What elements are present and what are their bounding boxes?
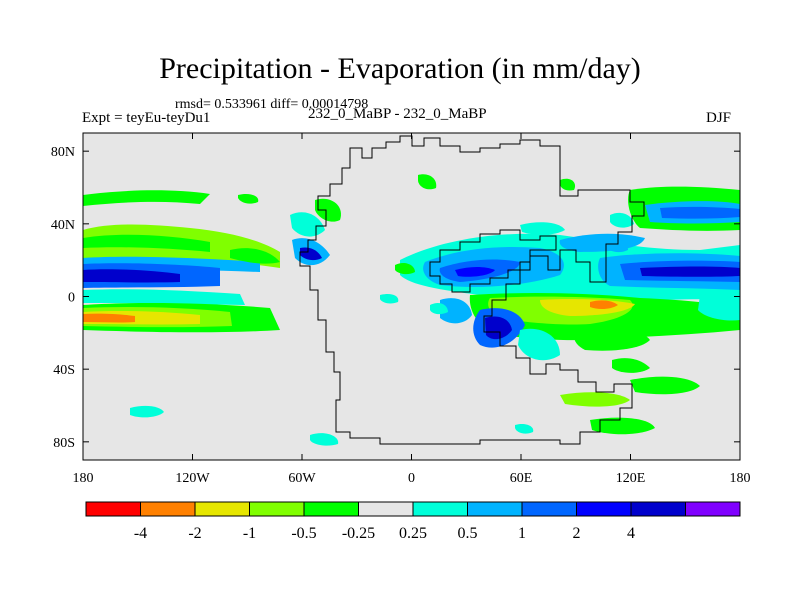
- colorbar-swatch: [194, 501, 250, 517]
- y-tick-label: 0: [68, 291, 75, 306]
- rmsd-diff-stats: rmsd= 0.533961 diff= 0.00014798: [175, 97, 369, 112]
- x-tick-label: 180: [730, 471, 751, 486]
- colorbar-swatch: [576, 501, 632, 517]
- colorbar-label: 1: [518, 525, 526, 542]
- colorbar-label: 0.5: [458, 525, 478, 542]
- colorbar-label: 4: [627, 525, 635, 542]
- y-tick-label: 40N: [51, 218, 75, 233]
- colorbar-swatch: [358, 501, 414, 517]
- colorbar-label: -1: [243, 525, 256, 542]
- colorbar-swatch: [140, 501, 196, 517]
- colorbar-label: -0.5: [291, 525, 316, 542]
- x-tick-label: 120W: [175, 471, 210, 486]
- colorbar-label: -0.25: [342, 525, 375, 542]
- y-tick-label: 40S: [53, 363, 75, 378]
- x-tick-label: 0: [408, 471, 415, 486]
- x-tick-label: 120E: [616, 471, 646, 486]
- colorbar-swatch: [685, 501, 741, 517]
- colorbar-label: 0.25: [399, 525, 427, 542]
- pe-field-contours: [83, 174, 740, 446]
- colorbar-swatch: [412, 501, 468, 517]
- x-tick-label: 180: [73, 471, 94, 486]
- tethys-outline: [429, 229, 557, 293]
- colorbar-label: -4: [134, 525, 147, 542]
- longitude-axis: 180 120W 60W 0 60E 120E 180: [73, 133, 751, 486]
- season-label: DJF: [706, 110, 732, 126]
- map-plot-area: [83, 133, 740, 460]
- y-tick-label: 80S: [53, 436, 75, 451]
- colorbar-swatch: [249, 501, 305, 517]
- land-outline: [299, 135, 645, 445]
- experiment-label: Expt = teyEu-teyDu1: [82, 110, 211, 126]
- colorbar-swatch: [303, 501, 359, 517]
- colorbar-swatch: [521, 501, 577, 517]
- colorbar-swatch: [85, 501, 141, 517]
- colorbar-swatch: [630, 501, 686, 517]
- colorbar: -4 -2 -1 -0.5 -0.25 0.25 0.5 1 2 4: [85, 501, 741, 542]
- colorbar-swatch: [467, 501, 523, 517]
- colorbar-label: 2: [573, 525, 581, 542]
- y-tick-label: 80N: [51, 145, 75, 160]
- map-title: Precipitation - Evaporation (in mm/day): [159, 52, 641, 85]
- x-tick-label: 60E: [510, 471, 533, 486]
- latitude-axis: 80N 40N 0 40S 80S: [51, 145, 740, 451]
- colorbar-label: -2: [188, 525, 201, 542]
- x-tick-label: 60W: [288, 471, 316, 486]
- case-label: 232_0_MaBP - 232_0_MaBP: [308, 106, 487, 122]
